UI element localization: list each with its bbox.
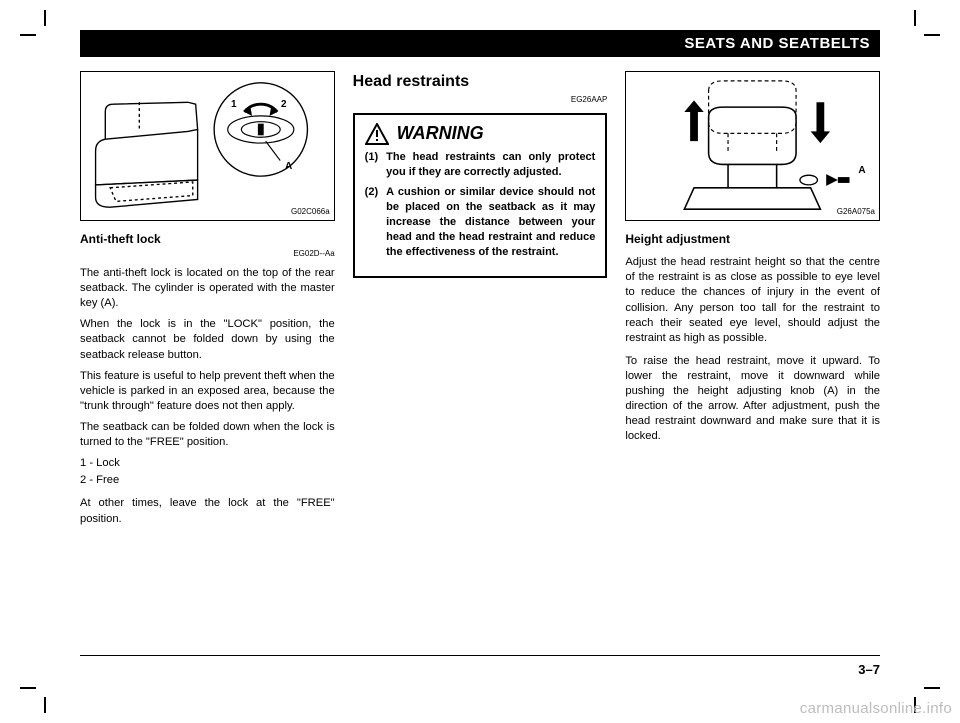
lock-position-list: 1 - Lock 2 - Free [80,456,335,488]
figure-code: G26A075a [837,207,875,218]
section-title-head-restraints: Head restraints [353,71,608,93]
warning-item-text: The head restraints can only protect you… [386,150,595,180]
subhead-anti-theft: Anti-theft lock [80,231,335,247]
figure-head-restraint: A G26A075a [625,71,880,221]
column-2: Head restraints EG26AAP WARNING (1) [353,71,608,533]
crop-mark [44,697,46,713]
crop-mark [44,10,46,26]
figure-label-a: A [285,160,292,174]
header-title: SEATS AND SEATBELTS [684,35,870,52]
crop-mark [924,34,940,36]
crop-mark [914,10,916,26]
doc-code-2: EG26AAP [353,95,608,106]
figure-anti-theft-lock: 1 2 A G02C066a [80,71,335,221]
warning-item: (2) A cushion or similar device should n… [365,185,596,259]
content-sheet: SEATS AND SEATBELTS [80,30,880,680]
warning-body: (1) The head restraints can only protect… [355,150,606,276]
crop-mark [20,687,36,689]
figure-label-1: 1 [231,98,237,112]
column-3: A G26A075a Height adjustment Adjust the … [625,71,880,533]
footer: 3–7 [80,655,880,677]
head-restraint-illustration [626,72,879,220]
columns: 1 2 A G02C066a Anti-theft lock EG02D--Aa… [80,71,880,533]
column-1: 1 2 A G02C066a Anti-theft lock EG02D--Aa… [80,71,335,533]
page: SEATS AND SEATBELTS [0,0,960,723]
figure-label-2: 2 [281,98,287,112]
list-item: 2 - Free [80,473,335,488]
warning-title: WARNING [397,121,484,145]
paragraph: At other times, leave the lock at the "F… [80,496,335,526]
list-item: 1 - Lock [80,456,335,471]
paragraph: When the lock is in the "LOCK" position,… [80,317,335,362]
body-text-3: Adjust the head restraint height so that… [625,255,880,444]
seat-lock-illustration [81,72,334,220]
paragraph: This feature is useful to help prevent t… [80,369,335,414]
warning-item-number: (1) [365,150,378,180]
doc-code-1: EG02D--Aa [80,249,335,260]
warning-box: WARNING (1) The head restraints can only… [353,113,608,277]
page-number: 3–7 [858,662,880,677]
figure-label-a: A [858,164,865,178]
figure-code: G02C066a [291,207,330,218]
watermark: carmanualsonline.info [800,700,952,717]
paragraph: The seatback can be folded down when the… [80,420,335,450]
warning-item-text: A cushion or similar device should not b… [386,185,595,259]
warning-triangle-icon [365,123,389,145]
crop-mark [20,34,36,36]
warning-item-number: (2) [365,185,378,259]
body-text-1: The anti-theft lock is located on the to… [80,266,335,527]
warning-header: WARNING [355,115,606,149]
paragraph: To raise the head restraint, move it upw… [625,354,880,445]
subhead-height-adjustment: Height adjustment [625,231,880,247]
warning-item: (1) The head restraints can only protect… [365,150,596,180]
paragraph: The anti-theft lock is located on the to… [80,266,335,311]
paragraph: Adjust the head restraint height so that… [625,255,880,346]
crop-mark [924,687,940,689]
header-bar: SEATS AND SEATBELTS [80,30,880,57]
